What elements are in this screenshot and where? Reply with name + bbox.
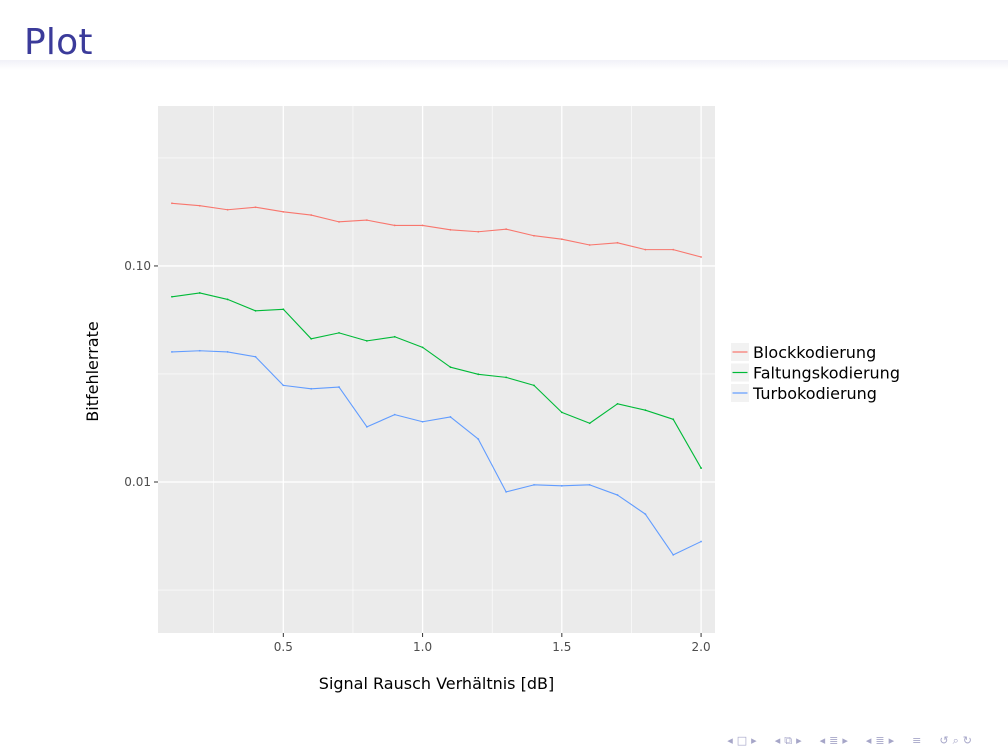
data-point xyxy=(560,238,563,241)
data-point xyxy=(171,202,173,205)
data-point xyxy=(365,219,368,222)
nav-next-arrow-icon[interactable]: ▸ xyxy=(751,734,757,747)
data-point xyxy=(505,376,508,379)
data-point xyxy=(365,339,368,342)
nav-prev-arrow-icon[interactable]: ◂ xyxy=(774,734,781,747)
data-point xyxy=(644,248,647,251)
nav-search-icon[interactable]: ⌕ xyxy=(952,734,959,747)
x-tick-label: 1.5 xyxy=(552,640,571,654)
nav-next-arrow-icon[interactable]: ▸ xyxy=(842,734,848,747)
data-point xyxy=(365,425,368,428)
y-axis-title: Bitfehlerrate xyxy=(83,321,102,421)
nav-next-arrow-icon[interactable]: ▸ xyxy=(888,734,895,747)
data-point xyxy=(449,228,452,231)
nav-redo-icon[interactable]: ↻ xyxy=(962,734,972,747)
data-point xyxy=(560,484,563,487)
beamer-navigation: ◂ □ ▸ ◂ ⧉ ▸ ◂ ≣ ▸ ◂ ≣ ▸ ≡ ↺ ⌕ ↻ xyxy=(725,733,974,749)
data-point xyxy=(672,553,675,556)
data-point xyxy=(282,384,285,387)
series-line-blockkodierung xyxy=(171,202,702,258)
data-point xyxy=(449,416,452,418)
y-tick-label: 0.01 xyxy=(124,475,151,489)
plot-panel xyxy=(158,106,715,633)
data-point xyxy=(421,420,424,423)
nav-section-icon[interactable]: ≣ xyxy=(875,734,885,747)
nav-section-icon[interactable]: ≣ xyxy=(829,734,839,747)
data-point xyxy=(198,204,201,207)
data-point xyxy=(560,411,563,414)
data-point xyxy=(477,373,480,376)
data-point xyxy=(282,308,285,311)
data-point xyxy=(505,490,508,493)
data-point xyxy=(254,206,257,209)
series-line-turbokodierung xyxy=(171,350,702,556)
series-line-faltungskodierung xyxy=(171,292,702,469)
data-point xyxy=(338,220,340,223)
x-tick-label: 1.0 xyxy=(413,640,432,654)
data-point xyxy=(616,402,619,405)
nav-prev-arrow-icon[interactable]: ◂ xyxy=(865,734,872,747)
x-tick-label: 2.0 xyxy=(692,640,711,654)
data-point xyxy=(282,210,285,213)
data-point xyxy=(254,355,257,358)
data-point xyxy=(393,413,396,416)
data-point xyxy=(254,309,257,312)
data-point xyxy=(533,384,535,387)
legend-label: Blockkodierung xyxy=(753,343,876,362)
nav-undo-icon[interactable]: ↺ xyxy=(939,734,949,747)
nav-subsection-icon[interactable]: ⧉ xyxy=(784,734,793,747)
data-point xyxy=(338,386,340,388)
data-point xyxy=(588,422,591,425)
x-tick-label: 0.5 xyxy=(274,640,293,654)
data-point xyxy=(421,346,424,349)
nav-prev-arrow-icon[interactable]: ◂ xyxy=(819,734,826,747)
data-point xyxy=(198,349,201,352)
data-point xyxy=(533,483,535,486)
data-point xyxy=(700,540,702,543)
data-point xyxy=(310,337,313,340)
data-point xyxy=(171,295,173,298)
data-point xyxy=(616,494,619,496)
data-point xyxy=(226,351,229,353)
nav-next-arrow-icon[interactable]: ▸ xyxy=(796,734,802,747)
data-point xyxy=(226,298,229,301)
data-point xyxy=(393,224,396,227)
data-point xyxy=(338,331,340,334)
data-point xyxy=(393,335,396,338)
data-point xyxy=(198,292,201,294)
data-point xyxy=(477,230,480,233)
nav-frame-icon[interactable]: □ xyxy=(736,734,748,747)
data-point xyxy=(588,244,591,246)
data-point xyxy=(616,241,619,244)
nav-align-icon[interactable]: ≡ xyxy=(912,734,922,747)
data-point xyxy=(672,418,675,421)
nav-prev-arrow-icon[interactable]: ◂ xyxy=(727,734,733,747)
data-point xyxy=(421,224,424,227)
data-point xyxy=(700,256,702,258)
data-point xyxy=(644,409,647,412)
slide-title: Plot xyxy=(24,22,93,63)
data-point xyxy=(700,467,702,469)
y-tick-label: 0.10 xyxy=(124,259,151,273)
data-point xyxy=(477,438,480,440)
data-point xyxy=(449,366,452,369)
legend-label: Turbokodierung xyxy=(752,384,877,403)
x-axis-title: Signal Rausch Verhältnis [dB] xyxy=(319,674,554,693)
legend-label: Faltungskodierung xyxy=(753,364,900,383)
data-point xyxy=(588,483,591,486)
data-point xyxy=(644,513,647,516)
title-band xyxy=(0,60,1008,70)
data-point xyxy=(171,351,173,353)
data-point xyxy=(533,234,535,237)
data-point xyxy=(672,248,675,251)
data-point xyxy=(505,228,508,231)
data-point xyxy=(310,387,313,390)
data-point xyxy=(226,208,229,211)
data-point xyxy=(310,214,313,216)
